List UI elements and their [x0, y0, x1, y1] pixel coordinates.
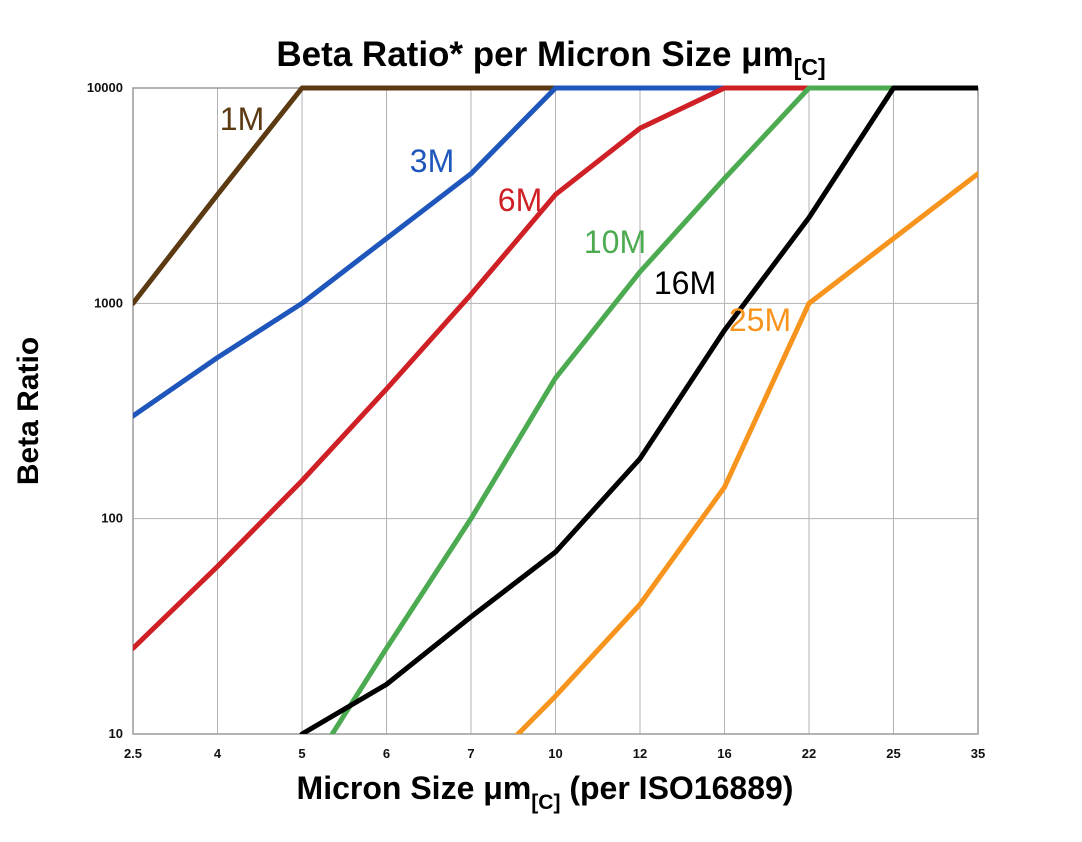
x-tick-label-16: 16	[717, 746, 731, 761]
x-tick-label-12: 12	[633, 746, 647, 761]
x-tick-label-10: 10	[548, 746, 562, 761]
x-tick-label-25: 25	[886, 746, 900, 761]
series-line-25M	[514, 171, 978, 734]
series-label-16M: 16M	[654, 265, 716, 301]
x-tick-label-35: 35	[971, 746, 985, 761]
chart-title: Beta Ratio* per Micron Size μm[C]	[276, 35, 825, 80]
y-axis-title: Beta Ratio	[12, 337, 45, 485]
x-tick-label-4: 4	[214, 746, 222, 761]
series-label-6M: 6M	[498, 182, 542, 218]
y-tick-label-100: 100	[101, 511, 123, 526]
x-axis-title-subscript: [C]	[531, 791, 560, 814]
x-axis-title-main: Micron Size μm	[297, 770, 532, 806]
series-label-3M: 3M	[410, 143, 454, 179]
x-axis-title: Micron Size μm[C] (per ISO16889)	[297, 770, 794, 814]
series-lines	[133, 85, 978, 734]
gridlines	[132, 87, 979, 735]
chart-title-main: Beta Ratio* per Micron Size μm	[276, 35, 793, 74]
y-tick-label-1000: 1000	[94, 295, 123, 310]
series-line-10M	[329, 85, 978, 734]
y-axis-tick-labels: 10 100 1000 10000	[87, 80, 123, 741]
series-label-1M: 1M	[220, 101, 264, 137]
x-axis-tick-labels: 2.5 4 5 6 7 10 12 16 22 25 35	[124, 746, 985, 761]
series-label-25M: 25M	[729, 302, 791, 338]
y-tick-label-10: 10	[109, 726, 123, 741]
series-label-10M: 10M	[584, 224, 646, 260]
y-tick-label-10000: 10000	[87, 80, 123, 95]
x-tick-label-6: 6	[383, 746, 390, 761]
x-tick-label-22: 22	[802, 746, 816, 761]
x-tick-label-7: 7	[467, 746, 474, 761]
chart-title-subscript: [C]	[794, 54, 826, 80]
x-tick-label-2.5: 2.5	[124, 746, 142, 761]
x-axis-title-post: (per ISO16889)	[560, 770, 793, 806]
x-tick-label-5: 5	[298, 746, 305, 761]
series-line-16M	[299, 85, 978, 734]
